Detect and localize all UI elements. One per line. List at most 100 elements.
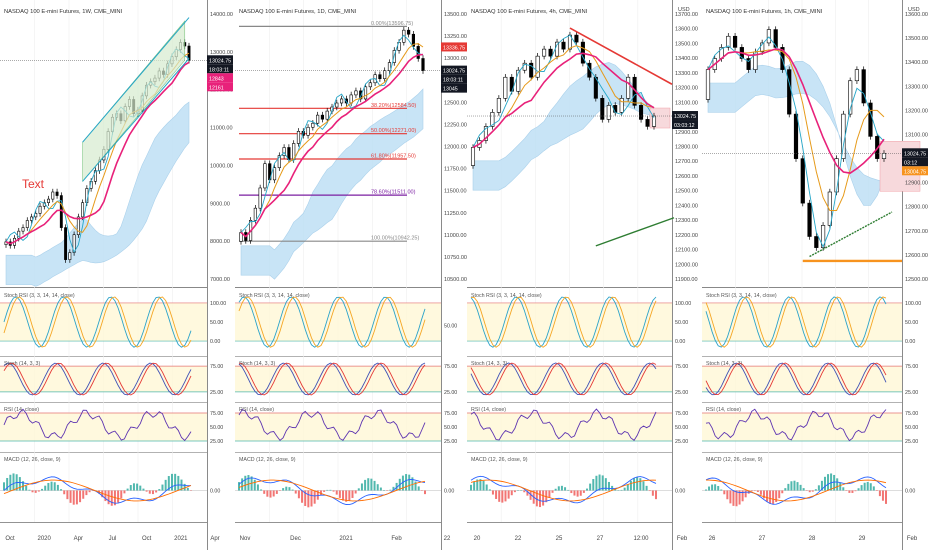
indicator-title: Stoch RSI (3, 3, 14, 14, close)	[4, 293, 75, 299]
macd-histogram-bar	[88, 490, 91, 493]
rsi-line	[705, 408, 887, 442]
candle	[272, 167, 277, 181]
indicator-axis-label: 25.00	[444, 390, 457, 396]
macd-histogram-bar	[498, 490, 501, 502]
macd-histogram-bar	[6, 477, 9, 491]
macd-histogram-bar	[104, 490, 107, 502]
macd-histogram-bar	[645, 485, 648, 491]
macd-histogram-bar	[570, 490, 573, 494]
macd-histogram-bar	[623, 487, 626, 491]
indicator-band	[467, 413, 672, 441]
candle	[81, 202, 85, 218]
macd-histogram-bar	[639, 478, 642, 491]
macd-histogram-bar	[802, 488, 805, 491]
indicator-title: Stoch RSI (3, 3, 14, 14, close)	[706, 293, 777, 299]
macd-histogram-bar	[582, 490, 585, 493]
macd-histogram-bar	[863, 482, 866, 491]
macd-histogram-bar	[161, 484, 164, 491]
price-axis-label: 11000.00	[210, 126, 233, 132]
macd-histogram-bar	[151, 490, 154, 495]
price-axis-label: 11000.00	[444, 233, 467, 239]
macd-histogram-bar	[85, 490, 88, 496]
rsi-line	[238, 408, 426, 442]
candle	[55, 191, 59, 196]
indicator-axis-label: 75.00	[905, 411, 918, 417]
macd-histogram-bar	[348, 490, 351, 501]
indicator-axis-label: 75.00	[444, 364, 457, 370]
panel-title: NASDAQ 100 E-mini Futures, 1D, CME_MINI	[239, 9, 357, 15]
macd-histogram-bar	[756, 490, 759, 492]
macd-histogram-bar	[50, 481, 53, 491]
indicator-axis-label: 25.00	[210, 439, 223, 445]
macd-histogram-bar	[601, 475, 604, 491]
candle	[359, 90, 363, 100]
macd-histogram-bar	[633, 478, 636, 491]
candle	[861, 69, 866, 104]
candle	[416, 46, 420, 59]
candle	[814, 236, 819, 248]
macd-histogram-bar	[787, 483, 790, 491]
macd-histogram-bar	[75, 490, 78, 505]
macd-line	[3, 476, 192, 504]
macd-histogram-bar	[72, 490, 75, 505]
indicator-title: Stoch (14, 3, 3)	[239, 361, 275, 367]
indicator-pane-2: Stoch (14, 3, 3) 75.00 25.00	[235, 361, 457, 396]
macd-histogram-bar	[18, 477, 21, 491]
stoch-d-line	[705, 296, 887, 348]
candle	[64, 227, 68, 260]
price-axis-label: 12800.00	[905, 205, 928, 211]
macd-histogram-bar	[110, 490, 113, 506]
indicator-axis-label: 50.00	[675, 320, 688, 326]
candle	[516, 69, 521, 92]
price-tag-label: 13004.75	[904, 169, 926, 175]
candle	[854, 69, 860, 82]
indicator-axis-label: 25.00	[675, 439, 688, 445]
price-axis-label: 12600.00	[675, 174, 698, 180]
indicator-axis-label: 0.00	[905, 489, 915, 495]
macd-histogram-bar	[881, 490, 884, 501]
macd-histogram-bar	[705, 489, 707, 491]
indicator-band	[0, 413, 207, 441]
macd-histogram-bar	[301, 490, 304, 503]
candle	[282, 147, 286, 156]
price-tag	[207, 82, 233, 92]
macd-histogram-bar	[538, 490, 541, 508]
rsi-line	[3, 408, 192, 442]
price-axis-label: 11500.00	[444, 189, 467, 195]
price-tag-label: 13024.75	[904, 151, 926, 157]
price-axis-label: 12400.00	[675, 203, 698, 209]
price-axis-label: 13700.00	[675, 12, 698, 18]
downtrend-line	[569, 27, 673, 85]
macd-histogram-bar	[126, 488, 129, 491]
macd-histogram-bar	[604, 478, 607, 491]
price-tag-label: 13336.75	[443, 45, 465, 51]
macd-histogram-bar	[401, 475, 404, 491]
time-axis-label: 2021	[339, 536, 353, 542]
macd-histogram-bar	[31, 490, 34, 493]
price-tag	[207, 73, 233, 83]
indicator-axis-label: 100.00	[675, 301, 691, 307]
macd-histogram-bar	[183, 483, 186, 491]
candle	[325, 110, 329, 120]
text-annotation: Text	[22, 177, 45, 191]
macd-histogram-bar	[373, 480, 376, 491]
macd-histogram-bar	[44, 485, 47, 491]
candle	[593, 76, 598, 99]
price-axis-label: 12100.00	[675, 248, 698, 254]
panel-title: NASDAQ 100 E-mini Futures, 1h, CME_MINI	[706, 9, 823, 15]
moving-average-line	[5, 61, 190, 245]
signal-line	[3, 479, 192, 502]
candle	[535, 55, 540, 78]
price-axis-label: 12000.00	[675, 262, 698, 268]
candle	[639, 105, 644, 120]
candle	[363, 86, 368, 100]
indicator-axis-label: 25.00	[905, 390, 918, 396]
macd-histogram-bar	[857, 488, 860, 491]
candle	[306, 126, 310, 136]
indicator-band	[467, 302, 672, 342]
price-axis-label: 11750.00	[444, 167, 467, 173]
macd-histogram-bar	[47, 482, 50, 491]
price-axis-label: 13300.00	[675, 71, 698, 77]
signal-line	[238, 479, 426, 502]
candle	[726, 35, 731, 48]
